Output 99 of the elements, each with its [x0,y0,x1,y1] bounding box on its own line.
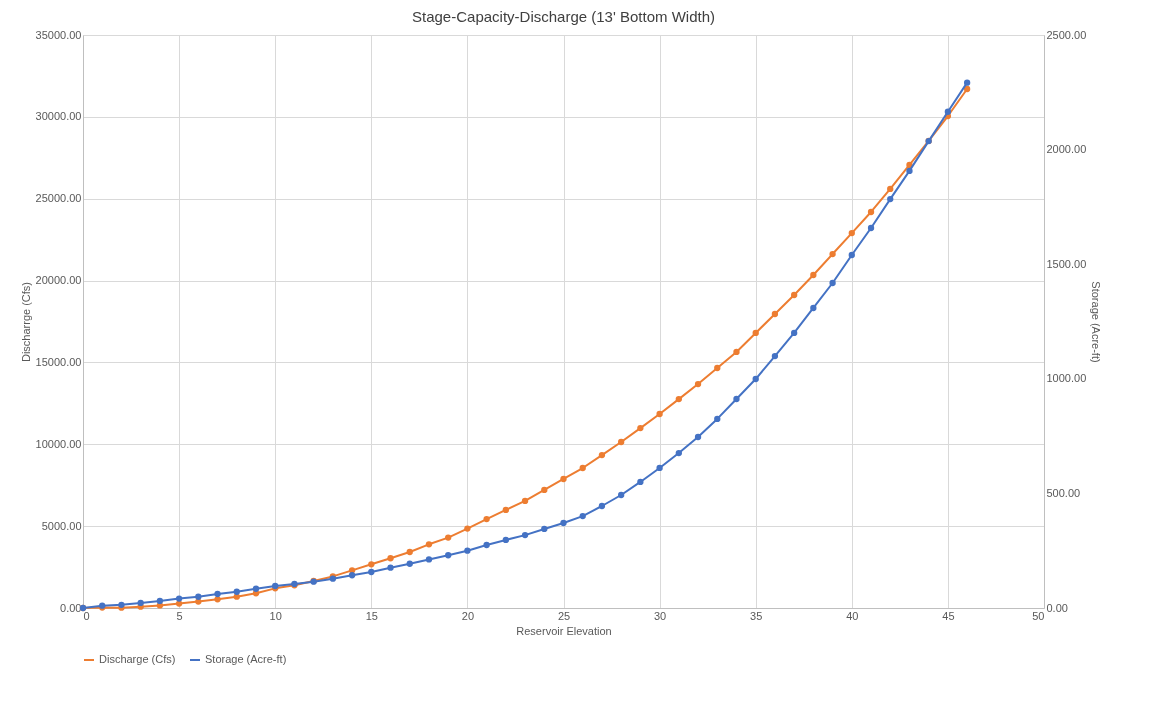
y-tick-label: 10000.00 [35,437,82,450]
point [829,279,836,287]
point [771,352,779,360]
point [502,536,509,544]
point [637,478,644,486]
point [733,348,740,356]
point [348,572,356,579]
point [790,329,798,337]
point [445,534,452,541]
point [541,486,548,494]
point [771,310,779,318]
point [906,167,913,175]
point [867,208,875,216]
y2-tick-label: 500.00 [1046,486,1081,499]
point [137,599,144,607]
x-tick-label: 15 [365,609,378,622]
legend-label: Discharge (Cfs) [99,653,176,665]
point [406,560,413,567]
point [560,519,567,527]
y2-tick-label: 2000.00 [1046,143,1087,156]
y2-tick-label: 1000.00 [1046,372,1087,385]
point [387,555,394,562]
point [368,568,375,576]
point [579,512,586,520]
y-tick-label: 20000.00 [35,274,82,287]
point [483,541,490,549]
x-tick-label: 40 [846,609,859,622]
point [598,451,606,459]
x-tick-label: 25 [557,609,571,622]
y-axis-title: Discharrge (Cfs) [19,281,32,363]
point [445,552,452,559]
point [656,464,663,472]
point [233,588,240,595]
point [963,79,971,86]
point [425,541,433,548]
x-tick-label: 0 [83,609,90,622]
point [214,596,221,603]
point [848,229,855,237]
point [867,224,875,232]
y-tick-label: 25000.00 [35,192,82,205]
point [694,433,702,441]
point [829,250,836,258]
point [560,475,567,483]
point [618,438,625,446]
point [790,291,798,299]
point [175,595,183,602]
x-tick-label: 50 [1032,609,1045,622]
point [598,502,606,510]
point [214,590,221,598]
x-axis-title: Reservoir Elevation [516,624,612,637]
point [714,415,721,423]
point [541,525,548,533]
y2-tick-label: 2500.00 [1046,28,1087,41]
point [195,593,202,600]
point [425,556,433,563]
y2-axis-title: Storage (Acre-ft) [1090,281,1103,363]
x-tick-label: 35 [750,609,763,622]
point [579,464,586,472]
point [675,395,682,403]
point [848,251,855,259]
point [387,564,394,571]
point [810,271,817,279]
y-tick-label: 30000.00 [35,110,82,123]
point [694,380,702,388]
point [733,395,740,403]
point [637,424,644,432]
point [483,515,490,523]
x-tick-label: 30 [653,609,667,622]
point [887,195,894,203]
point [502,506,509,514]
point [521,497,529,505]
point [464,525,471,532]
x-tick-label: 20 [461,609,475,622]
point [887,185,894,193]
y-tick-label: 5000.00 [41,519,82,532]
point [714,364,721,372]
point [156,597,164,605]
x-tick-label: 5 [176,609,183,622]
x-tick-label: 10 [269,609,282,622]
legend-label: Storage (Acre-ft) [205,653,287,665]
point [464,547,471,554]
y2-tick-label: 1500.00 [1046,257,1087,270]
point [963,85,971,93]
point [944,108,952,115]
point [752,375,759,383]
point [618,491,625,499]
y-tick-label: 15000.00 [35,355,82,368]
chart-title: Stage-Capacity-Discharge (13' Bottom Width) [412,8,715,25]
x-tick-label: 45 [942,609,955,622]
point [752,329,759,337]
point [406,548,413,556]
point [675,449,682,457]
y2-tick-label: 0.00 [1046,601,1068,614]
y-tick-label: 35000.00 [35,28,82,41]
point [252,585,260,592]
point [810,304,817,312]
point [368,561,375,568]
point [656,410,663,418]
point [521,531,529,539]
